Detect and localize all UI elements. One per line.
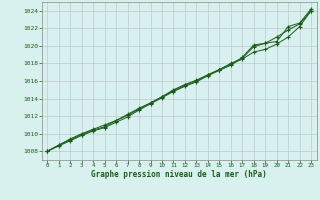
X-axis label: Graphe pression niveau de la mer (hPa): Graphe pression niveau de la mer (hPa)	[91, 170, 267, 179]
